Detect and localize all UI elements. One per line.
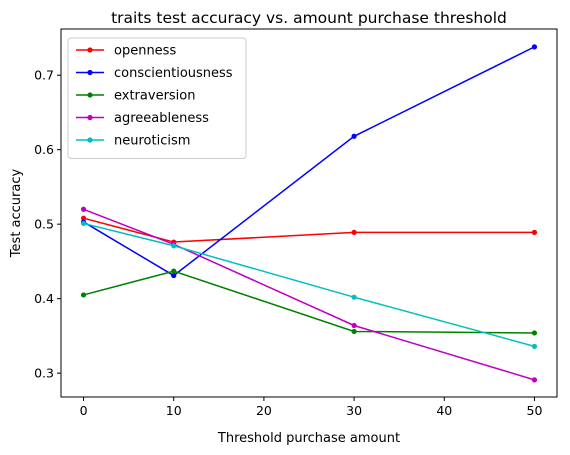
data-point-neuroticism xyxy=(171,243,177,249)
series-layer xyxy=(80,44,538,383)
data-point-extraversion xyxy=(531,330,538,336)
x-tick-label: 0 xyxy=(80,403,88,418)
x-tick-label: 30 xyxy=(346,403,362,418)
data-point-agreeableness xyxy=(351,322,357,329)
legend-swatch-marker xyxy=(87,47,93,53)
data-point-agreeableness xyxy=(80,206,87,212)
y-tick-label: 0.5 xyxy=(34,217,54,232)
legend-label: conscientiousness xyxy=(114,66,233,81)
legend-item-neuroticism: neuroticism xyxy=(76,134,190,149)
legend-item-extraversion: extraversion xyxy=(76,89,196,104)
data-point-openness xyxy=(531,229,538,235)
legend-item-openness: openness xyxy=(76,44,176,59)
series-line-extraversion xyxy=(83,270,535,334)
legend-item-agreeableness: agreeableness xyxy=(76,111,209,126)
data-point-agreeableness xyxy=(531,377,538,383)
series-line-conscientiousness xyxy=(83,46,535,277)
legend-label: extraversion xyxy=(114,89,196,104)
data-point-conscientiousness xyxy=(171,272,177,279)
y-axis-label: Test accuracy xyxy=(9,169,24,259)
data-point-extraversion xyxy=(351,328,357,335)
data-point-neuroticism xyxy=(80,220,87,227)
legend-swatch-marker xyxy=(87,92,93,98)
x-axis-label: Threshold purchase amount xyxy=(217,431,400,446)
series-extraversion xyxy=(80,268,538,336)
data-point-conscientiousness xyxy=(351,133,357,139)
x-tick-label: 10 xyxy=(166,403,182,418)
data-point-neuroticism xyxy=(531,343,538,349)
series-line-openness xyxy=(83,217,535,243)
series-neuroticism xyxy=(80,220,538,349)
legend-box xyxy=(67,37,247,159)
y-tick-label: 0.4 xyxy=(34,291,54,306)
legend-label: neuroticism xyxy=(114,134,190,149)
series-line-agreeableness xyxy=(83,208,535,381)
axes-layer: 0 10 20 30 40 50 0.3 0.4 0.5 0.6 0.7 xyxy=(34,68,542,418)
legend-swatch-marker xyxy=(87,114,93,121)
series-line-neuroticism xyxy=(83,222,535,348)
x-tick-label: 20 xyxy=(256,403,272,418)
plot-frame xyxy=(60,28,558,398)
chart-title: traits test accuracy vs. amount purchase… xyxy=(111,9,507,27)
data-point-neuroticism xyxy=(351,294,357,300)
y-tick-label: 0.3 xyxy=(34,366,54,381)
series-openness xyxy=(80,215,538,245)
y-tick-label: 0.7 xyxy=(34,68,54,83)
data-point-openness xyxy=(351,229,357,235)
legend-swatch-marker xyxy=(87,137,93,143)
x-tick-label: 50 xyxy=(527,403,543,418)
legend-label: openness xyxy=(114,44,176,59)
y-tick-label: 0.6 xyxy=(34,142,54,157)
data-point-extraversion xyxy=(80,292,87,298)
data-point-extraversion xyxy=(171,268,177,274)
legend: openness conscientiousness extraversion agr… xyxy=(67,37,247,159)
legend-swatch-marker xyxy=(87,69,93,76)
legend-label: agreeableness xyxy=(114,111,209,126)
x-tick-label: 40 xyxy=(436,403,452,418)
data-point-conscientiousness xyxy=(531,44,538,50)
legend-item-conscientiousness: conscientiousness xyxy=(76,66,233,81)
data-point-openness xyxy=(80,215,87,221)
